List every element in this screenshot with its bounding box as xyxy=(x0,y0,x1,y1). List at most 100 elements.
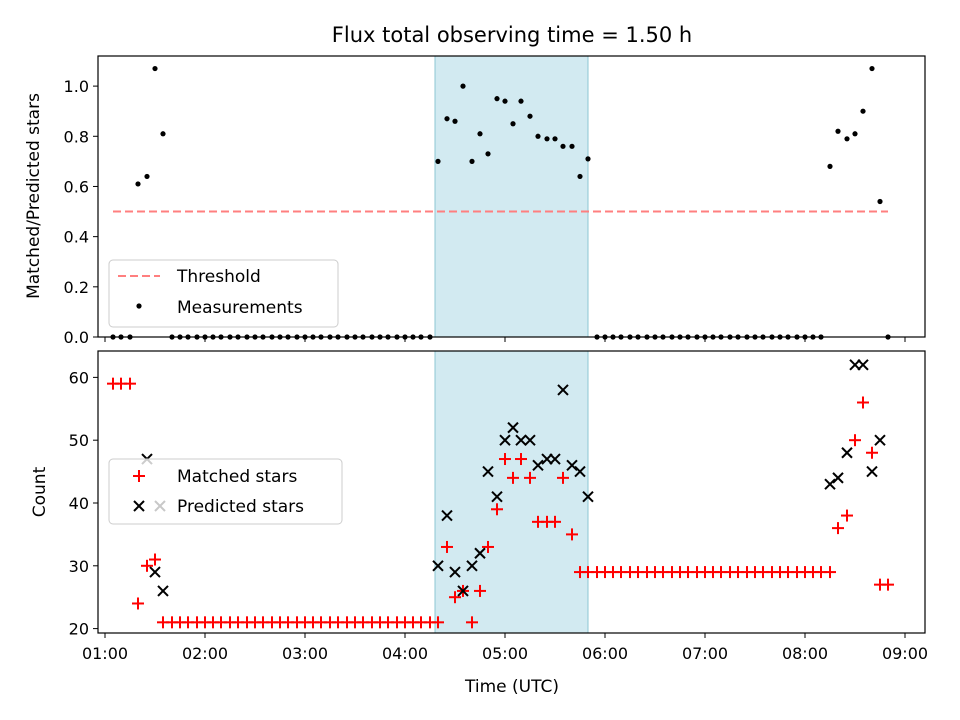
matched-star-point xyxy=(124,377,136,390)
measurement-point xyxy=(518,98,524,104)
legend-predicted-label: Predicted stars xyxy=(177,497,304,517)
predicted-star-point xyxy=(457,585,469,597)
measurement-point xyxy=(494,96,500,102)
measurement-point xyxy=(544,136,550,142)
matched-star-point xyxy=(841,509,853,522)
measurement-point xyxy=(827,163,833,169)
measurement-point xyxy=(485,151,491,157)
matched-star-point xyxy=(866,446,878,459)
matched-star-point xyxy=(515,453,527,466)
legend-matched-label: Matched stars xyxy=(177,467,297,487)
bottom-ytick-label: 30 xyxy=(69,557,89,576)
matched-star-point xyxy=(432,616,444,629)
predicted-star-point xyxy=(449,566,461,578)
bottom-xtick-label: 08:00 xyxy=(782,644,828,663)
matched-star-point xyxy=(132,597,144,610)
predicted-star-point xyxy=(491,491,503,503)
predicted-star-point xyxy=(157,585,169,597)
measurement-point xyxy=(160,131,166,137)
bottom-xtick-label: 04:00 xyxy=(382,644,428,663)
matched-star-point xyxy=(857,396,869,409)
matched-star-point xyxy=(499,453,511,466)
matched-star-point xyxy=(849,434,861,447)
top-ytick-label: 0.4 xyxy=(64,228,89,247)
bottom-xtick-label: 06:00 xyxy=(582,644,628,663)
legend-matched-swatch xyxy=(133,470,145,482)
bottom-xtick-label: 01:00 xyxy=(82,644,128,663)
bottom-xlabel: Time (UTC) xyxy=(464,677,559,697)
measurement-point xyxy=(585,156,591,162)
top-marks xyxy=(110,65,891,340)
measurement-point xyxy=(552,136,558,142)
predicted-star-point xyxy=(466,560,478,572)
bottom-legend: Matched stars Predicted stars xyxy=(108,458,343,525)
predicted-star-point xyxy=(532,459,544,472)
matched-star-point xyxy=(441,540,453,553)
top-ytick-label: 0.6 xyxy=(64,177,89,196)
matched-star-point xyxy=(474,584,486,597)
measurement-point xyxy=(469,158,475,164)
matched-star-point xyxy=(566,528,578,541)
predicted-star-point xyxy=(866,465,878,478)
bottom-ytick-label: 20 xyxy=(69,620,89,639)
predicted-star-point xyxy=(149,566,161,578)
matched-star-point xyxy=(832,522,844,535)
matched-star-point xyxy=(491,503,503,516)
bottom-panel: 01:00 02:00 03:00 04:00 05:00 06:00 07:00 08:00… xyxy=(30,350,928,697)
top-highlight-span xyxy=(434,55,589,338)
bottom-ytick-label: 40 xyxy=(69,494,89,513)
predicted-star-point xyxy=(499,434,511,446)
matched-star-point xyxy=(557,471,569,484)
legend-measurements-label: Measurements xyxy=(177,298,303,318)
measurement-point xyxy=(569,143,575,149)
measurement-point xyxy=(510,121,516,127)
predicted-star-point xyxy=(832,472,844,484)
bottom-xtick-label: 09:00 xyxy=(882,644,928,663)
top-ytick-label: 0.2 xyxy=(64,278,89,297)
bottom-xtick-label: 02:00 xyxy=(182,644,228,663)
measurement-point xyxy=(852,131,858,137)
legend-measurements-swatch xyxy=(136,303,142,309)
predicted-star-point xyxy=(582,491,594,503)
bottom-marks xyxy=(107,359,894,629)
matched-star-point xyxy=(466,616,478,629)
predicted-star-point xyxy=(524,434,536,446)
measurement-point xyxy=(477,131,483,137)
measurement-point xyxy=(577,173,583,180)
measurement-point xyxy=(135,181,141,187)
predicted-star-point xyxy=(874,434,886,446)
bottom-ytick-label: 60 xyxy=(69,368,89,387)
top-ytick-label: 0.8 xyxy=(64,127,89,146)
predicted-star-point xyxy=(857,359,869,371)
predicted-star-point xyxy=(549,453,561,465)
predicted-star-point xyxy=(441,509,453,522)
legend-predicted-swatch xyxy=(133,500,145,512)
bottom-xtick-label: 03:00 xyxy=(282,644,328,663)
matched-star-point xyxy=(507,471,519,484)
top-axes-frame xyxy=(97,55,926,338)
bottom-axes-frame xyxy=(97,350,926,634)
measurement-point xyxy=(460,83,466,89)
predicted-star-point xyxy=(574,465,586,478)
measurement-point xyxy=(435,158,441,164)
predicted-star-point xyxy=(432,560,444,572)
matched-star-point xyxy=(882,578,894,591)
top-legend: Threshold Measurements xyxy=(108,259,339,328)
predicted-star-point xyxy=(566,459,578,472)
top-ylabel: Matched/Predicted stars xyxy=(24,93,44,299)
measurement-point xyxy=(444,116,450,122)
measurement-point xyxy=(844,136,850,142)
bottom-highlight-span xyxy=(434,350,589,634)
predicted-star-point xyxy=(515,434,527,446)
matched-star-point xyxy=(524,471,536,484)
predicted-star-point xyxy=(841,447,853,459)
predicted-star-point xyxy=(474,547,486,559)
matched-star-point xyxy=(141,559,153,572)
measurement-point xyxy=(860,108,866,114)
measurement-point xyxy=(835,128,841,134)
legend-threshold-label: Threshold xyxy=(176,267,261,287)
bottom-ticks: 01:00 02:00 03:00 04:00 05:00 06:00 07:00 08:00… xyxy=(69,368,928,663)
top-panel: 0.0 0.2 0.4 0.6 0.8 1.0 Matched/Predicted sta… xyxy=(24,55,926,347)
chart-title: Flux total observing time = 1.50 h xyxy=(332,23,692,47)
